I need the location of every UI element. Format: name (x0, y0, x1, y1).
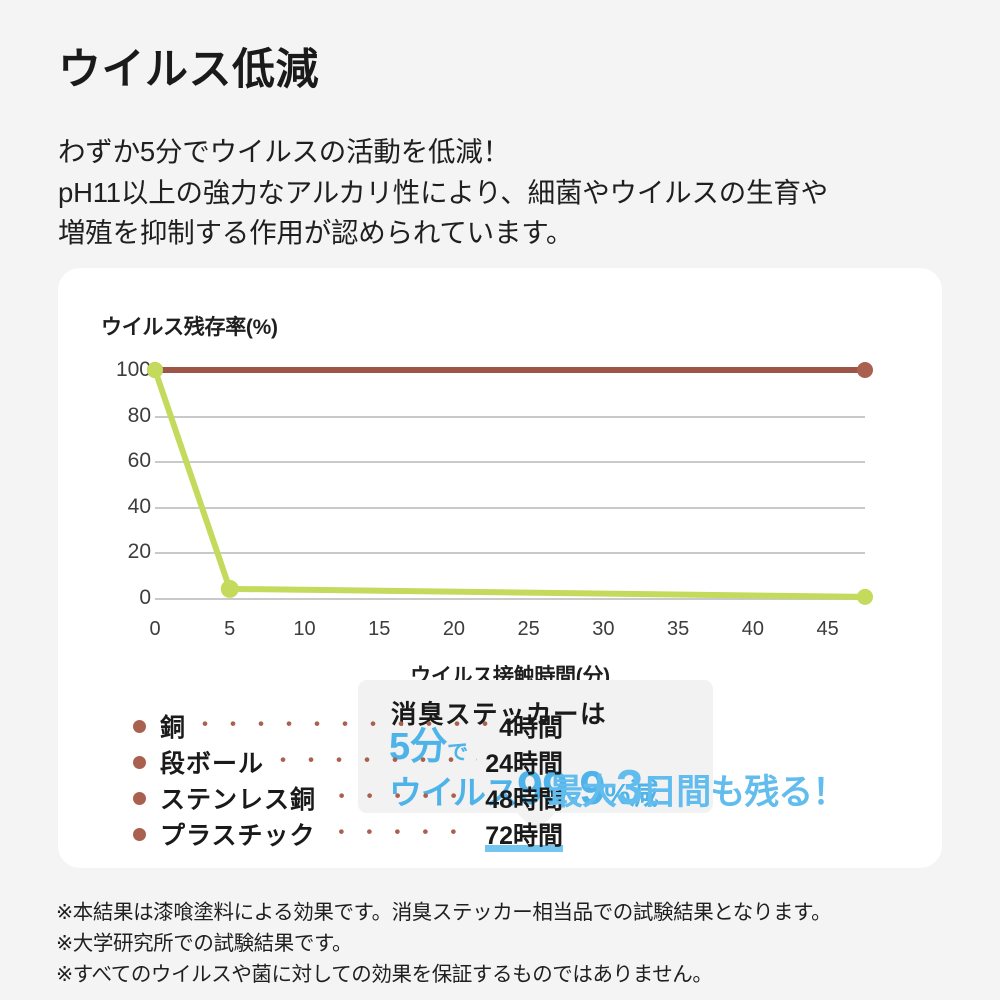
legend-row: プラスチック ・・・・・ 72時間 (133, 816, 563, 852)
x-tick-label: 35 (667, 618, 690, 640)
callout-line-3: ウイルス99.9%減 (389, 761, 658, 814)
legend-row: 銅・・・・・・・・・・・・ 4時間 (133, 708, 563, 744)
y-tick-label: 60 (127, 449, 151, 473)
y-tick-label: 40 (127, 494, 151, 518)
callout-box: 消臭ステッカーは 5分で ウイルス99.9%減 (358, 680, 713, 813)
max-note-prefix: 最大 (548, 773, 617, 812)
max-note-suffix: 日間も残る！ (642, 773, 847, 812)
legend-value: 48時間 (485, 786, 563, 814)
intro-paragraph: わずか5分でウイルスの活動を低減！ pH11以上の強力なアルカリ性により、細菌や… (58, 136, 828, 249)
legend-bullet-icon (133, 755, 146, 769)
callout-line-1: 消臭ステッカーは (391, 701, 608, 729)
gridline (155, 552, 865, 555)
legend-value: 24時間 (485, 750, 563, 778)
gridline (155, 598, 865, 600)
legend-row: ステンレス銅 ・・・・・ 48時間 (133, 780, 563, 816)
gridline (155, 461, 865, 464)
callout-minutes-value: 5分 (389, 726, 448, 768)
legend-leader-dots: ・・・・・ (330, 784, 471, 809)
y-tick-label: 80 (127, 403, 151, 427)
series-marker (147, 362, 163, 378)
series-marker (857, 362, 873, 378)
legend-leader-dots: ・・・・・ (330, 820, 471, 845)
series-line-1 (152, 367, 868, 600)
y-axis-title: ウイルス残存率(%) (101, 316, 278, 339)
plot-region: 0 20 40 60 80 100 0 5 10 15 20 25 30 35 40 45 ウイルス接触時間… (116, 358, 873, 688)
x-tick-label: 15 (368, 618, 391, 640)
x-tick-label: 40 (741, 618, 765, 640)
y-tick-label: 20 (127, 540, 151, 564)
chart-card: ウイルス残存率(%) 0 20 40 60 80 100 0 5 10 15 20 25 30 35 40… (58, 268, 942, 868)
chart-area: ウイルス残存率(%) 0 20 40 60 80 100 0 5 10 15 20 25 30 35 40… (58, 268, 942, 688)
page-title: ウイルス低減 (58, 46, 319, 94)
callout-virus-word: ウイルス (389, 774, 518, 811)
legend-leader-dots: ・・・・・・・・ (272, 748, 478, 773)
legend-bullet-icon (133, 827, 146, 841)
x-tick-label: 25 (517, 618, 540, 640)
y-tick-label: 0 (139, 586, 151, 609)
callout-reduction-unit: %減 (604, 779, 658, 811)
legend-label: 銅 (160, 714, 187, 742)
legend-label: プラスチック (160, 822, 316, 850)
x-tick-label: 20 (442, 618, 466, 640)
max-duration-note: 最大3日間も残る！ (548, 760, 847, 816)
x-tick-label: 10 (293, 618, 316, 640)
callout-line-2: 5分で (389, 728, 468, 766)
series-plot (147, 362, 873, 605)
legend-value: 4時間 (499, 714, 563, 742)
x-tick-label: 45 (816, 618, 839, 640)
legend: 銅・・・・・・・・・・・・4時間段ボール・・・・・・・・24時間ステンレス銅・・… (133, 708, 563, 852)
gridline (155, 415, 865, 418)
x-tick-label: 30 (592, 618, 615, 640)
legend-row: 段ボール ・・・・・・・・ 24時間 (133, 744, 563, 780)
x-tick-label: 0 (149, 618, 161, 640)
y-tick-label: 100 (115, 358, 151, 381)
legend-value: 72時間 (485, 816, 563, 852)
gridline (155, 506, 865, 509)
footnotes: ※本結果は漆喰塗料による効果です。消臭ステッカー相当品での試験結果となります。 … (56, 901, 832, 986)
legend-bullet-icon (133, 719, 146, 733)
legend-bullet-icon (133, 791, 146, 805)
series-marker (220, 579, 239, 598)
legend-leader-dots: ・・・・・・・・・・・・ (194, 712, 491, 737)
max-note-number: 3 (616, 761, 643, 815)
callout-reduction-value: 99.9 (517, 761, 605, 814)
callout-minutes-suffix: で (447, 741, 468, 764)
x-tick-label: 5 (224, 618, 236, 640)
legend-label: ステンレス銅 (160, 786, 317, 814)
series-marker (857, 588, 873, 605)
legend-label: 段ボール (160, 750, 265, 778)
callout-tail-icon (516, 812, 556, 832)
